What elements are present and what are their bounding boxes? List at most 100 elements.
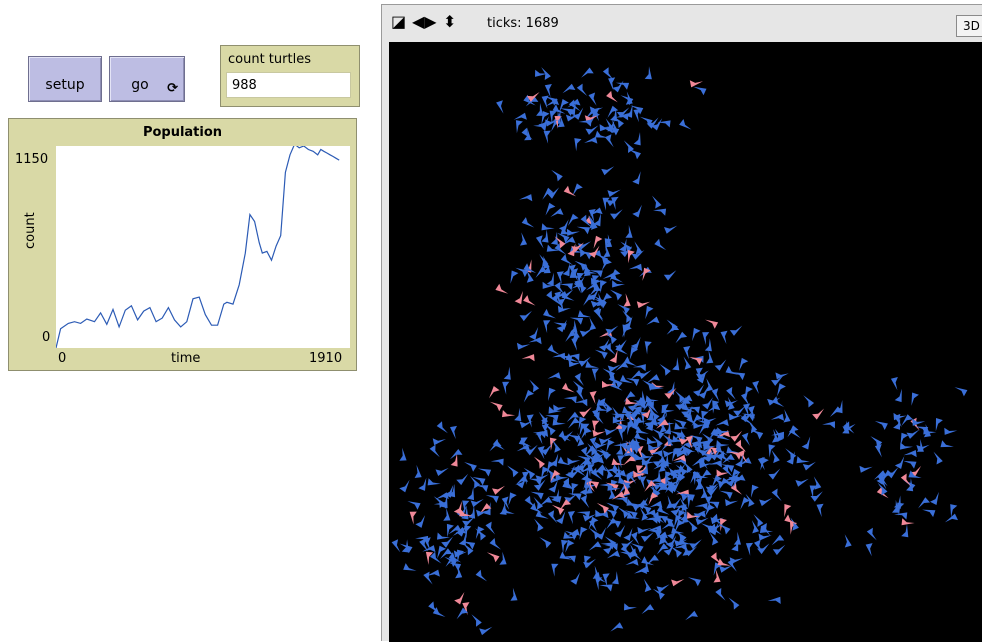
turtle	[510, 587, 518, 601]
turtle	[675, 399, 687, 411]
turtle	[579, 250, 593, 260]
turtle	[660, 515, 674, 526]
turtle	[499, 501, 507, 515]
turtle	[728, 413, 742, 421]
turtle	[691, 414, 703, 427]
turtle	[753, 514, 764, 527]
turtle	[591, 368, 599, 382]
turtle	[430, 551, 442, 564]
turtle	[631, 421, 644, 433]
turtle	[660, 486, 674, 494]
turtle	[633, 399, 647, 409]
turtle	[844, 534, 852, 548]
turtle	[663, 543, 675, 556]
turtle	[623, 482, 630, 496]
turtle	[774, 428, 784, 442]
turtle	[944, 427, 958, 435]
turtle	[415, 535, 429, 543]
turtle	[620, 544, 633, 556]
turtle	[637, 526, 651, 534]
turtle	[689, 435, 703, 444]
turtle	[579, 482, 589, 496]
plot-background	[56, 146, 350, 348]
setup-button[interactable]: setup	[28, 56, 102, 102]
turtle	[622, 406, 636, 414]
turtle	[870, 436, 883, 448]
turtle	[784, 504, 792, 518]
turtle	[532, 431, 546, 439]
turtle	[592, 420, 600, 434]
3d-button[interactable]: 3D	[956, 15, 982, 37]
turtle	[595, 130, 609, 138]
turtle	[578, 416, 587, 430]
turtle	[611, 464, 625, 472]
turtle	[605, 118, 615, 132]
turtle	[674, 514, 683, 528]
turtle	[662, 450, 677, 458]
turtle	[550, 469, 561, 483]
turtle	[590, 451, 602, 464]
turtle	[523, 295, 536, 306]
turtle	[615, 82, 630, 90]
turtle	[501, 496, 510, 510]
turtle	[698, 456, 708, 470]
turtle	[562, 382, 575, 393]
turtle	[552, 104, 566, 114]
turtle	[767, 596, 781, 604]
turtle	[922, 509, 936, 518]
turtle	[563, 477, 574, 491]
turtle	[584, 445, 597, 457]
turtle	[725, 499, 739, 507]
turtle	[592, 565, 600, 579]
turtle	[935, 418, 943, 432]
turtle	[590, 111, 600, 125]
turtle	[391, 539, 401, 553]
turtle	[535, 510, 549, 519]
go-button[interactable]: go ⟳	[109, 56, 185, 102]
plot-y-max: 1150	[15, 152, 49, 167]
turtle	[715, 419, 729, 427]
turtle	[516, 475, 527, 489]
turtle	[554, 236, 566, 249]
turtle	[695, 476, 703, 490]
turtle	[542, 187, 554, 200]
turtle	[745, 542, 754, 556]
turtle	[612, 280, 625, 288]
turtle	[720, 464, 735, 473]
turtle	[458, 532, 466, 546]
turtle	[673, 449, 687, 457]
speed-edit-icon[interactable]: ◪	[391, 12, 407, 31]
turtle	[582, 514, 597, 522]
turtle	[677, 509, 686, 524]
world-view[interactable]	[389, 42, 982, 642]
turtle	[661, 406, 675, 414]
turtle	[607, 189, 621, 197]
turtle	[631, 531, 640, 545]
turtle	[672, 454, 686, 462]
turtle	[674, 443, 687, 454]
turtle	[437, 532, 451, 540]
turtle	[632, 364, 646, 372]
turtle	[705, 496, 713, 510]
horizontal-arrows-icon[interactable]: ◀▶	[412, 12, 437, 31]
turtle	[777, 383, 786, 397]
turtle	[750, 429, 764, 440]
turtle	[740, 413, 753, 425]
turtle	[641, 559, 649, 572]
turtle	[557, 456, 571, 466]
turtle	[607, 105, 619, 118]
turtle	[673, 419, 687, 429]
turtle	[745, 493, 755, 507]
turtle	[665, 471, 673, 485]
turtle	[625, 558, 639, 566]
turtle	[768, 444, 776, 458]
turtle	[574, 260, 587, 271]
turtle	[722, 453, 735, 464]
turtle	[612, 406, 621, 420]
turtle	[886, 467, 899, 479]
turtle	[641, 461, 649, 475]
vertical-arrows-icon[interactable]: ⬍	[443, 12, 457, 31]
turtle	[610, 622, 624, 632]
turtle	[683, 435, 694, 449]
turtle	[559, 499, 572, 511]
